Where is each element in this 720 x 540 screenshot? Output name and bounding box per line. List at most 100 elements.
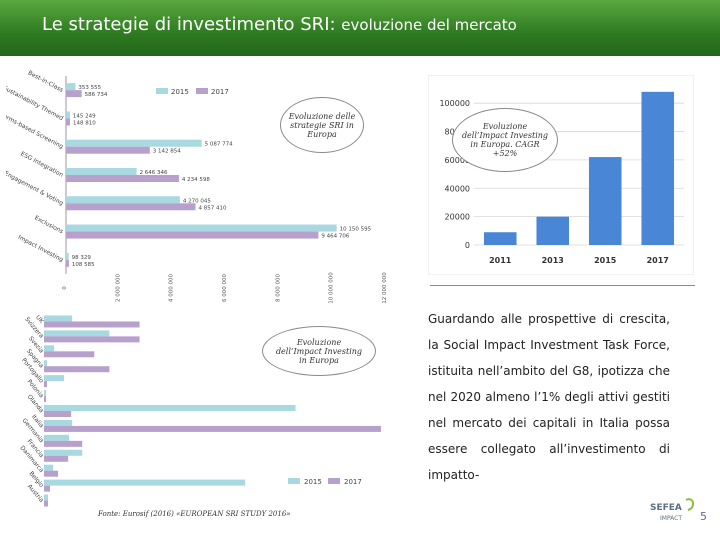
legend-label-2017: 2017 [344, 478, 362, 486]
bar-2017-0 [44, 321, 140, 328]
x-tick-label-5: 10 000 000 [329, 272, 335, 304]
value-label-2017-4: 4 857 410 [199, 205, 227, 211]
legend-swatch-2017 [328, 478, 340, 484]
sri-strategies-callout-text: Evoluzione delle strategie SRI in Europa [288, 111, 356, 139]
source-note: Fonte: Eurosif (2016) «EUROPEAN SRI STUD… [98, 510, 291, 518]
category-label-3: ESG Integration [19, 150, 64, 178]
logo-line2: IMPACT [660, 515, 682, 522]
y-tick-label-2: 40000 [445, 184, 470, 193]
bar-2017-3 [66, 175, 179, 182]
bar-2017-2 [44, 351, 95, 358]
bar-2015-10 [44, 464, 54, 471]
category-label-0: Best-in-Class [27, 69, 65, 93]
value-label-2017-1: 148 810 [73, 120, 96, 126]
bar-2015-11 [44, 479, 246, 486]
bar-2015-0 [66, 83, 76, 91]
value-label-2015-2: 5 087 774 [205, 142, 233, 148]
value-label-2015-0: 353 555 [78, 85, 101, 91]
bar-2015-7 [44, 419, 73, 426]
bar-2017-5 [66, 231, 319, 239]
bar-2015-1 [44, 330, 110, 337]
legend-label-2015: 2015 [304, 478, 322, 486]
value-label-2015-6: 98 329 [72, 255, 92, 261]
x-tick-label-3: 6 000 000 [222, 274, 228, 302]
x-tick-label-4: 8 000 000 [275, 274, 281, 302]
value-label-2017-5: 9 464 706 [321, 234, 349, 240]
legend-swatch-2015 [156, 88, 168, 94]
legend-label-2017: 2017 [211, 88, 229, 96]
y-tick-label-0: 0 [465, 241, 470, 250]
sri-strategies-callout: Evoluzione delle strategie SRI in Europa [280, 97, 364, 153]
bar-2015-9 [44, 449, 83, 456]
bar-2017-9 [44, 455, 69, 462]
value-label-2015-1: 145 249 [73, 113, 96, 119]
bar-2015-12 [44, 494, 49, 501]
bar-2017-0 [66, 90, 82, 98]
category-label-6: Impact Investing [17, 234, 65, 264]
bar-2015-4 [66, 196, 180, 204]
page-number: 5 [700, 510, 707, 523]
x-tick-label-0: 0 [62, 286, 68, 290]
impact-by-country-callout-text: Evoluzione dell’Impact Investing in Euro… [275, 337, 363, 365]
x-tick-label-0: 2011 [489, 256, 512, 265]
bar-2015-6 [66, 252, 69, 260]
x-tick-label-1: 2 000 000 [115, 274, 121, 302]
bar-2017-10 [44, 470, 59, 477]
bar-2015-1 [66, 111, 70, 119]
country-label-0: UK [34, 314, 45, 326]
slide-title-main: Le strategie di investimento SRI: [42, 14, 342, 35]
x-tick-label-1: 2013 [542, 256, 564, 265]
legend-swatch-2017 [196, 88, 208, 94]
value-label-2017-3: 4 234 598 [182, 177, 210, 183]
value-label-2017-6: 108 585 [72, 262, 95, 268]
value-label-2015-4: 4 270 045 [183, 198, 211, 204]
bar-2013 [536, 216, 570, 245]
bar-2017-11 [44, 485, 51, 492]
bar-2017-7 [44, 425, 381, 432]
divider-line [430, 285, 695, 286]
x-tick-label-3: 2017 [647, 256, 669, 265]
bar-2015-4 [44, 375, 65, 382]
x-tick-label-2: 4 000 000 [169, 274, 175, 302]
bar-2017-1 [66, 118, 70, 126]
bar-2015-2 [66, 139, 202, 147]
bar-2017-1 [44, 336, 140, 343]
bar-2015-0 [44, 315, 73, 322]
bar-2015-6 [44, 405, 296, 411]
y-tick-label-1: 20000 [445, 213, 470, 222]
bar-2017-4 [44, 381, 48, 388]
legend-label-2015: 2015 [171, 88, 189, 96]
bar-2015-3 [66, 168, 137, 175]
bar-2017-8 [44, 440, 83, 447]
impact-growth-callout-text: Evoluzione dell’Impact Investing in Euro… [461, 122, 549, 158]
value-label-2017-0: 586 734 [85, 92, 108, 98]
bar-2015-5 [44, 390, 47, 397]
bar-2015-5 [66, 224, 337, 232]
bar-2011 [483, 232, 517, 245]
value-label-2015-3: 2 646 346 [140, 170, 168, 176]
y-tick-label-5: 100000 [439, 99, 470, 108]
impact-growth-chart: 0200004000060000800001000002011201320152… [428, 75, 694, 275]
bar-2017-6 [44, 411, 72, 417]
bar-2017-6 [66, 259, 69, 267]
category-label-5: Exclusions [33, 214, 64, 235]
bar-2015-2 [44, 345, 55, 352]
logo-line1: SEFEA [650, 503, 682, 513]
bar-2017-12 [44, 500, 49, 507]
slide-title-sub: evoluzione del mercato [341, 16, 517, 34]
bar-2017-5 [44, 396, 47, 403]
bar-2017 [641, 91, 675, 245]
x-tick-label-2: 2015 [594, 256, 617, 265]
bar-2017-2 [66, 146, 150, 154]
sefea-impact-logo: SEFEA IMPACT 5 [650, 498, 707, 523]
legend-swatch-2015 [288, 478, 300, 484]
bar-2015-8 [44, 434, 70, 441]
logo-swirl-icon [685, 498, 694, 511]
slide-title: Le strategie di investimento SRI: evoluz… [42, 14, 517, 35]
value-label-2017-2: 3 142 854 [153, 149, 181, 155]
impact-by-country-chart: UKSvizzeraSveziaSpagnaPortogalloPoloniaO… [19, 314, 381, 507]
slide-header: Le strategie di investimento SRI: evoluz… [0, 0, 720, 56]
x-tick-label-6: 12 000 000 [382, 272, 388, 304]
body-paragraph: Guardando alle prospettive di crescita, … [428, 312, 670, 482]
